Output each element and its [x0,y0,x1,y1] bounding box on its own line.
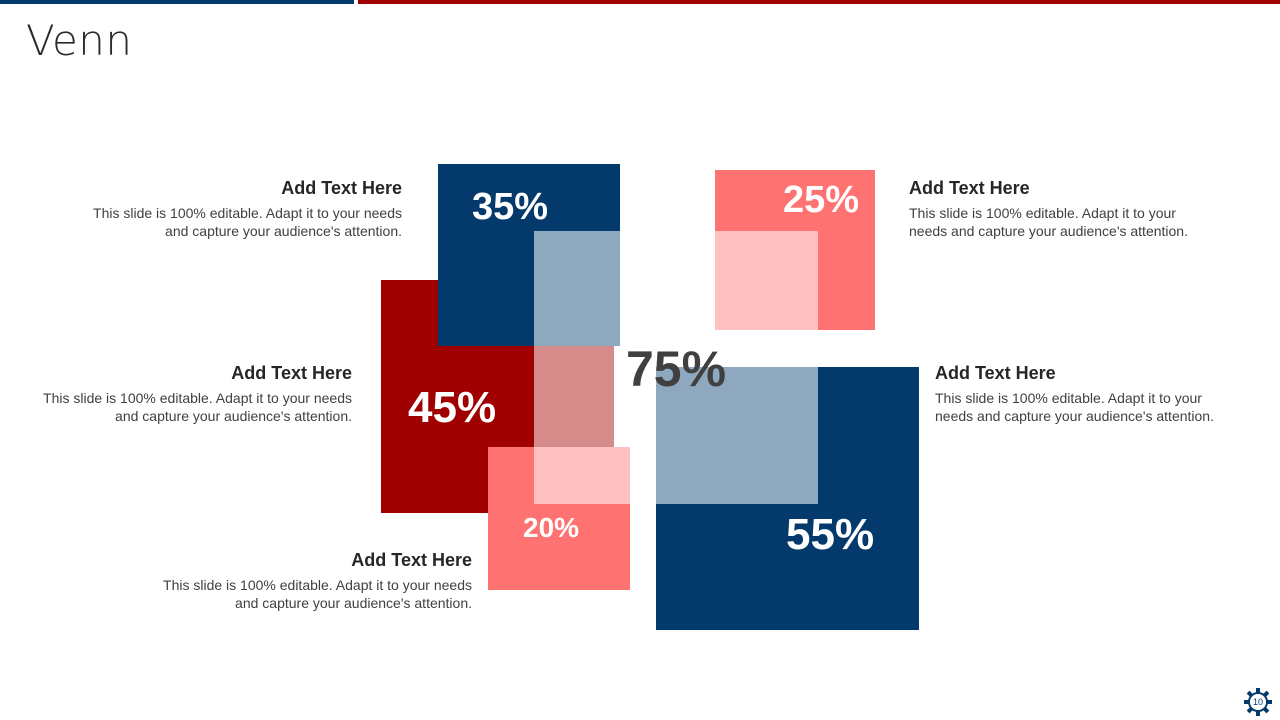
page-number: 10 [1252,697,1263,707]
text-block-top-left: Add Text Here This slide is 100% editabl… [82,178,402,240]
text-block-body: This slide is 100% editable. Adapt it to… [93,205,402,239]
label-45: 45% [408,383,497,432]
label-25: 25% [783,179,860,221]
top-accent-bar-navy [0,0,354,4]
text-block-heading: Add Text Here [231,363,352,383]
text-block-heading: Add Text Here [281,178,402,198]
text-block-body: This slide is 100% editable. Adapt it to… [909,205,1188,239]
overlap-light-pink-left [534,447,630,504]
text-block-heading: Add Text Here [935,363,1056,383]
slide-title: Venn [26,16,133,65]
text-block-heading: Add Text Here [351,550,472,570]
overlap-light-pink-right [715,231,818,330]
text-block-middle-left: Add Text Here This slide is 100% editabl… [32,363,352,425]
overlap-dusty-rose [534,346,614,447]
top-accent-bar-red [358,0,1280,4]
text-block-top-right: Add Text Here This slide is 100% editabl… [909,178,1209,240]
text-block-bottom-left: Add Text Here This slide is 100% editabl… [152,550,472,612]
text-block-middle-right: Add Text Here This slide is 100% editabl… [935,363,1235,425]
label-35: 35% [472,186,549,228]
text-block-body: This slide is 100% editable. Adapt it to… [935,390,1214,424]
gear-icon [1244,688,1272,716]
overlap-steel-blue [534,231,620,346]
text-block-heading: Add Text Here [909,178,1030,198]
label-75-center: 75% [626,341,727,397]
overlap-steel-blue-right [656,367,818,504]
label-55: 55% [786,510,875,559]
text-block-body: This slide is 100% editable. Adapt it to… [43,390,352,424]
text-block-body: This slide is 100% editable. Adapt it to… [163,577,472,611]
label-20: 20% [523,512,580,543]
